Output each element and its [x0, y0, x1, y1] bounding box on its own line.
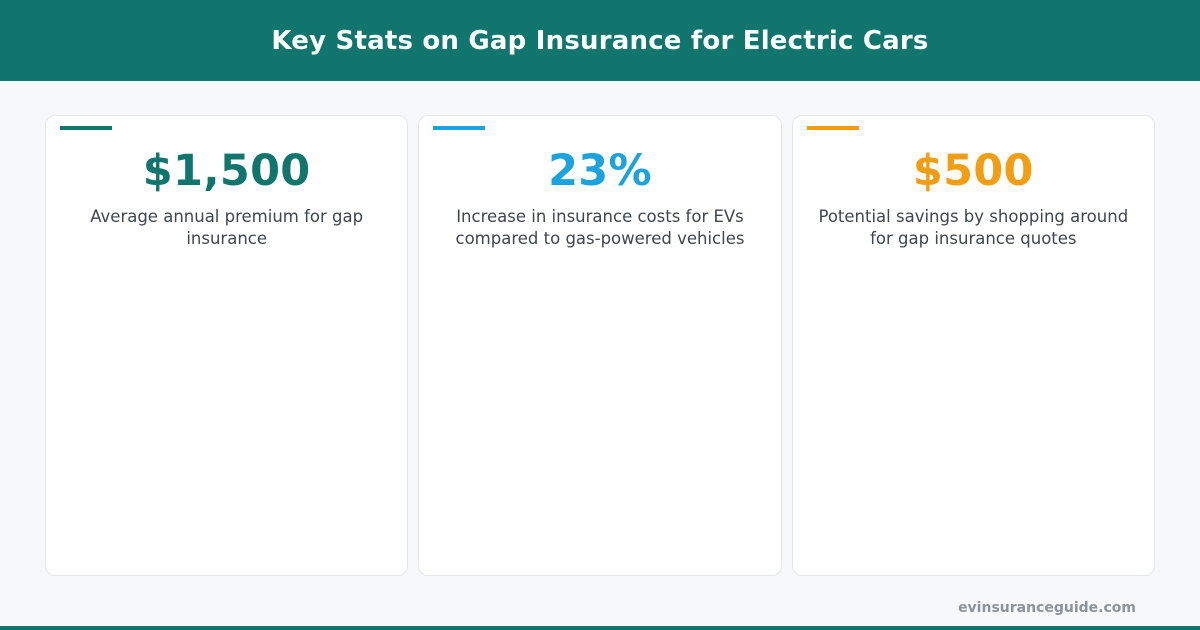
- stat-label: Potential savings by shopping around for…: [818, 207, 1129, 248]
- header-banner: Key Stats on Gap Insurance for Electric …: [0, 0, 1200, 81]
- card-accent-bar: [60, 126, 112, 130]
- stat-card-cost-increase: 23% Increase in insurance costs for EVs …: [418, 115, 782, 576]
- stat-label: Average annual premium for gap insurance: [90, 207, 364, 248]
- card-accent-bar: [806, 126, 859, 130]
- page-title: Key Stats on Gap Insurance for Electric …: [271, 25, 929, 56]
- footer-website-link[interactable]: evinsuranceguide.com: [958, 600, 1136, 616]
- bottom-divider: [0, 626, 1200, 630]
- stat-card-premium: $1,500 Average annual premium for gap in…: [45, 115, 409, 576]
- stat-card-savings: $500 Potential savings by shopping aroun…: [791, 115, 1155, 576]
- stat-value: $500: [912, 146, 1034, 196]
- stats-cards: $1,500 Average annual premium for gap in…: [45, 115, 1155, 576]
- stat-label: Increase in insurance costs for EVs comp…: [455, 207, 745, 248]
- stat-value: $1,500: [142, 146, 311, 196]
- stat-value: 23%: [548, 146, 652, 196]
- card-accent-bar: [433, 126, 486, 130]
